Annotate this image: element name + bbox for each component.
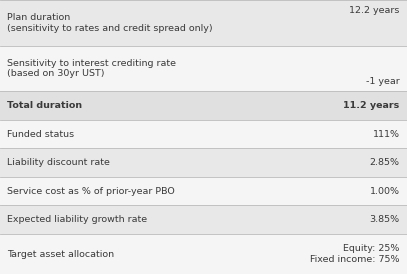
- Text: Equity: 25%: Equity: 25%: [343, 244, 400, 253]
- Text: 12.2 years: 12.2 years: [349, 5, 400, 15]
- Text: Sensitivity to interest crediting rate: Sensitivity to interest crediting rate: [7, 59, 176, 68]
- Text: 1.00%: 1.00%: [370, 187, 400, 196]
- Bar: [0, 91, 407, 120]
- Bar: [0, 177, 407, 206]
- Text: Fixed income: 75%: Fixed income: 75%: [310, 255, 400, 264]
- Text: Liability discount rate: Liability discount rate: [7, 158, 110, 167]
- Text: -1 year: -1 year: [366, 77, 400, 86]
- Text: Expected liability growth rate: Expected liability growth rate: [7, 215, 147, 224]
- Bar: [0, 0, 407, 46]
- Text: Total duration: Total duration: [7, 101, 83, 110]
- Bar: [0, 120, 407, 149]
- Bar: [0, 46, 407, 91]
- Text: Funded status: Funded status: [7, 130, 74, 139]
- Bar: [0, 149, 407, 177]
- Text: 3.85%: 3.85%: [370, 215, 400, 224]
- Text: Target asset allocation: Target asset allocation: [7, 250, 114, 259]
- Text: Service cost as % of prior-year PBO: Service cost as % of prior-year PBO: [7, 187, 175, 196]
- Text: 2.85%: 2.85%: [370, 158, 400, 167]
- Text: Plan duration: Plan duration: [7, 13, 70, 22]
- Text: 111%: 111%: [373, 130, 400, 139]
- Bar: [0, 206, 407, 234]
- Text: (based on 30yr UST): (based on 30yr UST): [7, 69, 105, 78]
- Text: 11.2 years: 11.2 years: [344, 101, 400, 110]
- Text: (sensitivity to rates and credit spread only): (sensitivity to rates and credit spread …: [7, 24, 213, 33]
- Bar: [0, 234, 407, 274]
